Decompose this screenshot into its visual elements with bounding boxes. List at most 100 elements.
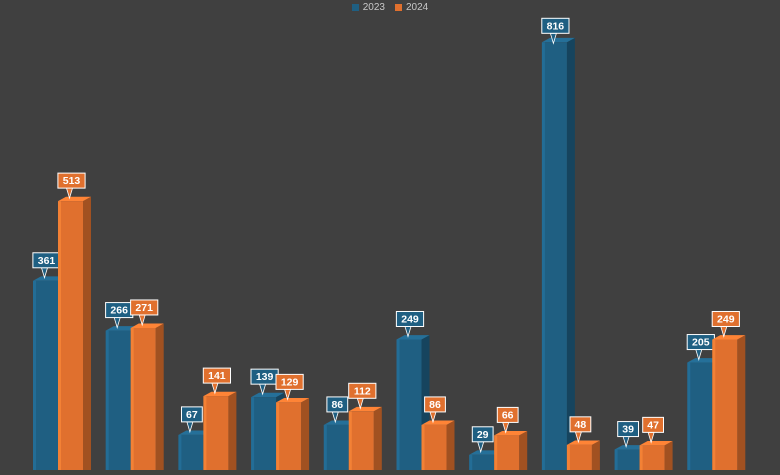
bar-side (83, 196, 91, 471)
data-label-pointer (211, 382, 219, 395)
bar-2024-3[interactable] (203, 391, 237, 470)
bar-2024-2[interactable] (130, 323, 164, 470)
data-label-text: 86 (429, 399, 441, 411)
data-label-2024-5: 112 (348, 382, 377, 410)
data-label-box (348, 382, 377, 399)
bar-top (396, 335, 430, 340)
data-label-box (711, 310, 740, 327)
bar-front (494, 435, 520, 470)
data-label-pointer (720, 326, 728, 338)
data-label-text: 271 (135, 302, 153, 314)
data-label-text: 86 (331, 399, 343, 411)
bar-2024-7[interactable] (494, 431, 528, 470)
data-label-pointer (622, 436, 630, 448)
data-label-text: 139 (256, 371, 274, 383)
data-label-pointer (502, 422, 510, 434)
bar-highlight (348, 411, 352, 470)
bar-side (591, 440, 600, 470)
data-label-pointer (404, 326, 412, 338)
bar-highlight (58, 201, 61, 470)
data-label-2023-1: 361 (32, 252, 61, 280)
bar-top (494, 431, 528, 436)
bar-top (421, 420, 455, 425)
data-label-2023-5: 86 (326, 396, 349, 424)
bar-2024-8[interactable] (566, 440, 600, 470)
bar-highlight (687, 362, 691, 470)
bar-front (276, 402, 302, 470)
data-label-pointer (695, 349, 703, 361)
bar-side (228, 391, 237, 470)
bar-side (664, 440, 673, 470)
bar-front (712, 339, 738, 470)
bar-highlight (469, 454, 473, 470)
bar-top (687, 358, 721, 363)
bar-highlight (541, 42, 545, 471)
bar-front (639, 445, 665, 470)
data-label-box (642, 416, 665, 433)
bar-front (687, 362, 713, 470)
data-label-text: 361 (38, 255, 56, 267)
data-label-2023-7: 29 (471, 426, 494, 454)
bar-highlight (251, 397, 255, 470)
data-label-text: 205 (692, 337, 710, 349)
bar-front (614, 449, 640, 470)
bar-2024-4[interactable] (276, 397, 310, 470)
data-label-text: 816 (547, 20, 565, 32)
bar-2024-1[interactable] (58, 196, 91, 471)
legend-label-2024: 2024 (406, 1, 429, 13)
data-label-text: 266 (110, 305, 128, 317)
bar-top (541, 37, 575, 43)
data-label-box (541, 17, 570, 34)
bar-front (178, 434, 204, 470)
bar-front (541, 42, 567, 471)
bar-front (323, 424, 349, 470)
bar-2024-10[interactable] (712, 335, 746, 470)
data-label-text: 129 (281, 376, 299, 388)
bar-top (639, 440, 673, 446)
bar-highlight (178, 434, 182, 470)
bar-front (203, 396, 229, 470)
data-label-2023-2: 266 (105, 302, 134, 329)
data-label-pointer (65, 187, 74, 200)
data-label-text: 48 (575, 419, 587, 431)
bar-top (130, 323, 164, 328)
data-label-box (275, 373, 304, 390)
bar-2024-9[interactable] (639, 440, 673, 470)
data-label-2023-6: 249 (395, 310, 425, 338)
bar-front (469, 454, 495, 470)
bar-2023-8[interactable] (541, 37, 575, 471)
data-label-box (569, 416, 592, 433)
data-label-box (202, 367, 232, 384)
bar-front (251, 397, 277, 470)
data-label-box (617, 421, 640, 438)
data-label-text: 47 (647, 419, 659, 431)
bar-2024-6[interactable] (421, 420, 455, 470)
bar-2024-5[interactable] (348, 406, 382, 470)
bar-highlight (203, 396, 207, 470)
bar-highlight (421, 424, 425, 470)
bar-front (105, 330, 131, 470)
bar-front (33, 280, 58, 470)
bar-highlight (33, 280, 36, 470)
legend-item-2023[interactable]: 2023 (351, 2, 385, 13)
data-label-2024-7: 66 (496, 406, 519, 434)
data-label-text: 29 (477, 429, 489, 441)
data-label-2023-10: 205 (686, 334, 715, 361)
data-label-text: 66 (502, 409, 514, 421)
data-label-text: 67 (186, 409, 198, 421)
data-label-text: 249 (401, 313, 419, 325)
bar-top (58, 196, 91, 202)
legend: 2023 2024 (0, 0, 780, 14)
bar-side (373, 406, 382, 470)
data-label-pointer (138, 314, 146, 327)
legend-item-2024[interactable]: 2024 (395, 2, 428, 13)
bar-top (178, 430, 212, 435)
bar-front (130, 327, 156, 470)
data-label-box (181, 406, 203, 423)
bar-side (566, 37, 575, 471)
data-label-box (424, 396, 446, 413)
legend-swatch-2023 (351, 3, 359, 11)
data-label-2024-6: 86 (424, 396, 446, 424)
